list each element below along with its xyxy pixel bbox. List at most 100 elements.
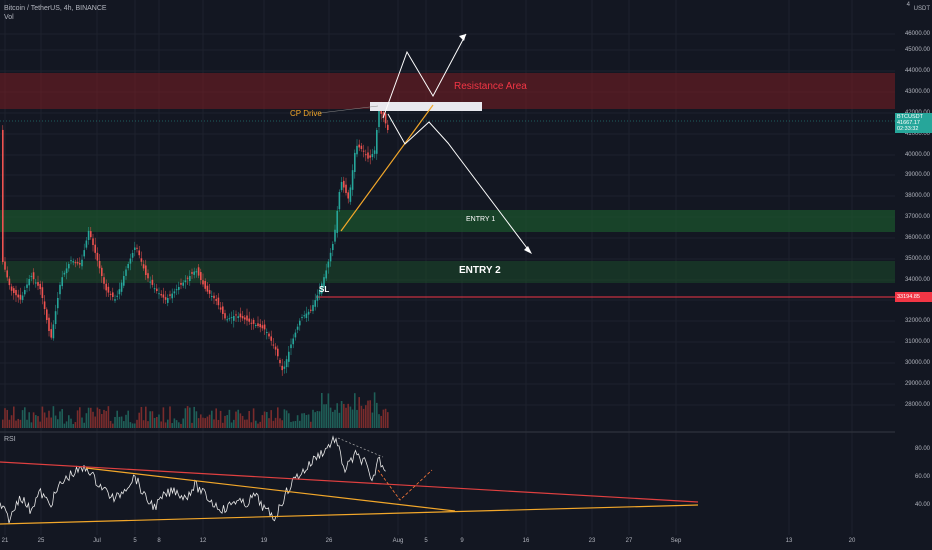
volume-bar (83, 422, 85, 428)
volume-bar (35, 415, 37, 428)
candle-body (369, 155, 371, 158)
candle-body (217, 297, 220, 306)
time-axis-label: 21 (1, 538, 9, 544)
volume-bar (378, 414, 380, 428)
volume-bar (153, 417, 156, 428)
candle-body (103, 277, 105, 284)
candle-body (43, 301, 46, 309)
volume-bar (371, 412, 374, 428)
volume-label: Vol (4, 14, 14, 21)
volume-bar (193, 406, 195, 428)
candle-body (120, 282, 123, 292)
volume-bar (334, 409, 336, 428)
candle-body (81, 259, 83, 267)
volume-bar (215, 408, 217, 428)
volume-bar (376, 402, 378, 428)
candle-body (182, 282, 184, 286)
candle-body (173, 291, 176, 294)
candle-body (296, 326, 299, 330)
volume-bar (259, 421, 261, 428)
time-axis-label: Jul (93, 538, 101, 544)
entry-rectangle[interactable] (370, 102, 482, 111)
volume-bar (332, 411, 334, 428)
volume-bar (340, 401, 343, 428)
volume-bar (13, 406, 15, 428)
candle-body (191, 272, 193, 274)
candle-body (332, 244, 334, 251)
rsi-orange-descending-line[interactable] (85, 467, 456, 512)
price-tag-price: 41667.17 (897, 120, 920, 126)
volume-bar (81, 417, 83, 428)
price-axis[interactable]: 4 USDT 46000.00 45000.00 44000.00 43000.00 4… (895, 0, 932, 550)
volume-bar (68, 415, 70, 428)
volume-bar (268, 418, 270, 428)
volume-bar (46, 417, 48, 428)
price-axis-label: 46000.00 (904, 31, 930, 37)
time-axis-label: 8 (157, 538, 161, 544)
currency-label: USDT (913, 6, 930, 12)
rsi-orange-support-line[interactable] (0, 504, 699, 525)
price-chart[interactable] (0, 0, 895, 550)
volume-bar (10, 415, 13, 428)
candle-body (211, 296, 213, 297)
volume-bar (50, 417, 52, 428)
volume-bar (162, 407, 165, 428)
candle-body (325, 270, 327, 279)
volume-bar (237, 409, 239, 428)
volume-bar (59, 411, 61, 428)
candle-body (235, 314, 237, 316)
volume-bar (345, 407, 347, 428)
rsi-red-trendline[interactable] (0, 461, 699, 503)
stop-loss-price-tag: 33194.85 (895, 292, 932, 302)
price-axis-label: 34000.00 (904, 277, 930, 283)
volume-bar (116, 410, 118, 428)
volume-bar (338, 412, 341, 428)
volume-bar (241, 415, 244, 428)
candle-body (94, 244, 96, 253)
volume-bar (365, 405, 367, 428)
volume-bar (8, 419, 11, 428)
volume-bar (120, 416, 123, 428)
candle-body (246, 315, 248, 321)
volume-bar (112, 423, 114, 428)
volume-bar (343, 403, 345, 428)
candle-body (323, 277, 325, 288)
candle-body (178, 287, 180, 290)
candle-body (257, 323, 259, 327)
candle-body (312, 305, 314, 312)
volume-bar (136, 419, 138, 428)
candle-body (362, 150, 365, 152)
volume-bar (354, 393, 356, 428)
time-axis-label: 13 (785, 538, 793, 544)
time-axis-label: 27 (625, 538, 633, 544)
candle-body (116, 295, 118, 297)
volume-bar (387, 412, 389, 428)
price-axis-label: 45000.00 (904, 47, 930, 53)
volume-bar (186, 406, 189, 428)
cp-drive-trendline[interactable] (340, 104, 434, 232)
volume-bar (314, 412, 316, 428)
volume-bar (277, 407, 279, 428)
candle-body (6, 270, 8, 278)
volume-bar (373, 392, 376, 428)
volume-bar (294, 421, 297, 428)
candle-body (61, 277, 63, 287)
candle-body (74, 262, 77, 264)
candle-body (167, 298, 169, 303)
candle-body (270, 336, 272, 341)
volume-bar (142, 420, 145, 428)
candle-body (307, 311, 310, 315)
volume-bar (191, 422, 193, 428)
volume-bar (321, 392, 323, 428)
candle-body (292, 338, 294, 345)
resistance-area-label: Resistance Area (454, 81, 527, 92)
candle-body (334, 229, 336, 242)
candle-body (129, 258, 132, 264)
candle-body (171, 293, 173, 299)
volume-bar (164, 422, 167, 428)
candle-body (164, 297, 167, 300)
volume-bar (123, 421, 125, 428)
entry1-label: ENTRY 1 (466, 216, 496, 223)
candle-body (46, 309, 48, 320)
candle-body (285, 359, 288, 368)
